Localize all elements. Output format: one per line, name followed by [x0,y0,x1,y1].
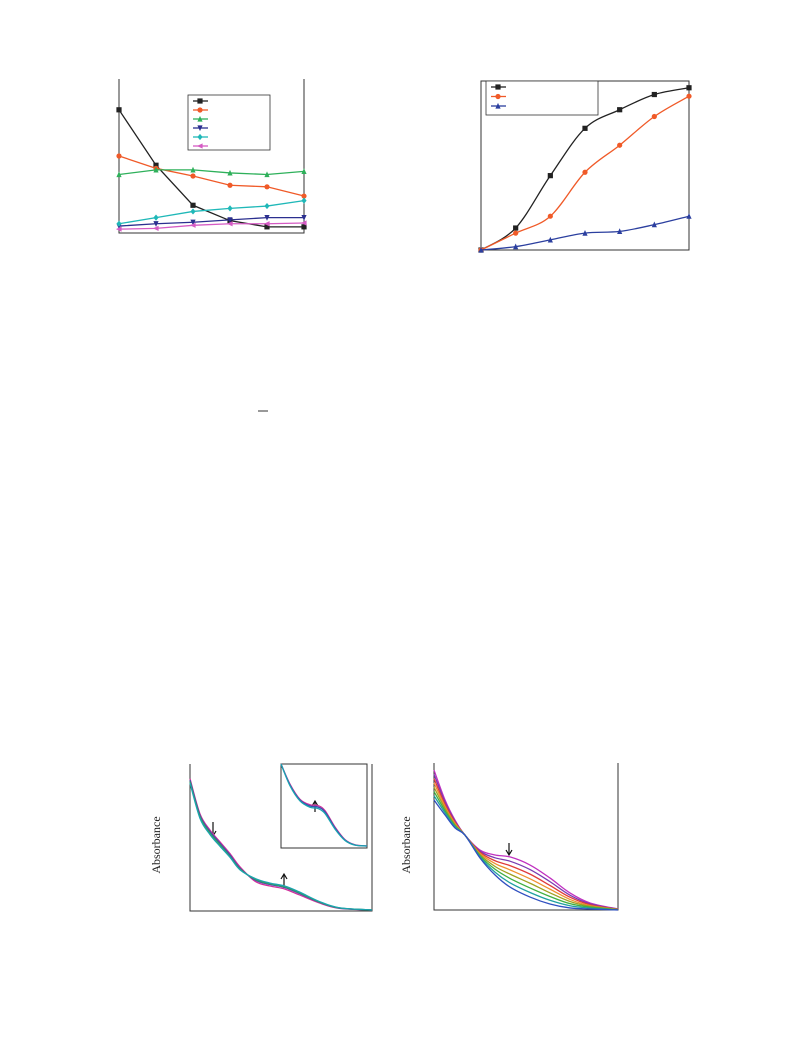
marker [116,220,122,227]
marker [513,225,519,231]
marker [547,236,553,243]
marker [547,173,553,179]
marker [651,91,657,98]
legend-marker [197,125,203,132]
marker [153,166,159,173]
marker [264,171,270,178]
axis-frame [189,764,373,912]
series-line [118,155,305,197]
marker [189,222,196,228]
legend-marker [495,84,501,90]
marker [153,214,159,221]
axis-frame [280,763,368,849]
series-line [118,169,305,176]
legend-marker [495,93,501,100]
series-line [433,799,619,911]
y-axis-label: Absorbance [149,816,163,873]
marker [152,225,159,231]
marker [478,246,484,253]
series-line [280,763,368,847]
marker [264,224,270,230]
marker [513,243,519,250]
marker [116,107,122,113]
marker [227,205,233,212]
legend-marker [197,133,203,141]
marker [617,228,623,235]
arrow-down [505,843,513,857]
legend-marker [197,107,203,113]
marker [547,213,553,219]
marker [264,215,270,221]
legend-box [485,80,599,116]
series-line [433,786,619,911]
axis-frame [433,763,619,911]
marker [227,217,233,224]
marker [153,162,159,168]
marker [264,202,270,210]
series-line [433,782,619,911]
marker [686,93,692,99]
marker [582,169,588,175]
marker [513,230,519,236]
marker [190,208,196,215]
marker [116,171,122,178]
legend-marker [495,102,501,109]
series-line [280,763,368,847]
marker [153,221,159,227]
marker [226,221,233,227]
marker [301,215,307,221]
series-line [433,791,619,911]
marker [300,220,307,226]
marker [301,193,307,199]
marker [582,230,588,236]
marker [301,168,307,174]
marker [301,224,307,230]
series-line [189,782,373,911]
marker [582,125,588,131]
y-axis-label: Absorbance [399,816,413,873]
marker [227,182,233,188]
legend-box [187,94,271,151]
series-line [433,769,619,910]
legend-marker [196,143,203,149]
marker [190,166,196,173]
marker [263,221,270,227]
marker [190,173,196,179]
legend-marker [197,98,203,104]
marker [651,221,657,228]
marker [264,184,270,190]
marker [190,202,196,208]
series-line [118,200,305,225]
marker [301,197,307,204]
marker [686,85,692,91]
series-line [118,216,304,227]
series-line [433,774,619,910]
series-line [189,778,373,911]
marker [115,226,122,232]
marker [227,169,233,176]
series-line [280,763,368,847]
series-line [118,222,305,230]
series-line [118,109,304,228]
marker [190,219,196,226]
marker [116,153,122,159]
marker [617,142,623,148]
marker [651,113,657,120]
marker [686,213,692,219]
marker [617,107,623,113]
legend-marker [197,115,203,122]
series-line [433,795,619,911]
series-line [433,778,619,910]
